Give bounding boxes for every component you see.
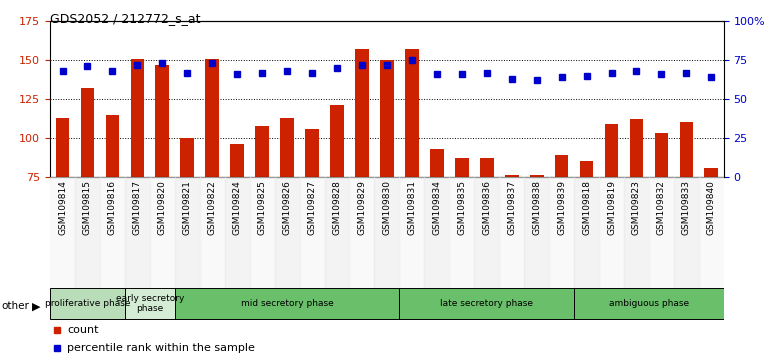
Text: GSM109816: GSM109816 xyxy=(108,180,117,235)
Text: GSM109840: GSM109840 xyxy=(707,180,716,235)
Bar xyxy=(256,126,269,177)
Bar xyxy=(206,59,219,177)
Text: GSM109839: GSM109839 xyxy=(557,180,566,235)
Bar xyxy=(55,118,69,177)
Bar xyxy=(131,59,144,177)
Text: GSM109829: GSM109829 xyxy=(357,180,367,235)
Bar xyxy=(530,176,544,177)
Text: late secretory phase: late secretory phase xyxy=(440,299,534,308)
Bar xyxy=(324,177,350,289)
Text: GSM109828: GSM109828 xyxy=(333,180,342,235)
Bar xyxy=(249,177,275,289)
Bar xyxy=(374,177,400,289)
Bar xyxy=(280,118,294,177)
Bar xyxy=(630,119,643,177)
Bar xyxy=(654,133,668,177)
Bar xyxy=(50,289,125,319)
Text: GSM109821: GSM109821 xyxy=(182,180,192,235)
Bar xyxy=(599,177,624,289)
Bar xyxy=(305,129,319,177)
Text: GSM109836: GSM109836 xyxy=(482,180,491,235)
Text: GSM109838: GSM109838 xyxy=(532,180,541,235)
Text: GSM109830: GSM109830 xyxy=(383,180,391,235)
Text: GSM109826: GSM109826 xyxy=(283,180,292,235)
Bar xyxy=(405,49,419,177)
Text: GSM109818: GSM109818 xyxy=(582,180,591,235)
Bar xyxy=(81,88,95,177)
Text: GSM109815: GSM109815 xyxy=(83,180,92,235)
Bar xyxy=(604,124,618,177)
Bar xyxy=(424,177,450,289)
Bar xyxy=(175,177,199,289)
Text: mid secretory phase: mid secretory phase xyxy=(241,299,333,308)
Text: GSM109837: GSM109837 xyxy=(507,180,516,235)
Text: GSM109827: GSM109827 xyxy=(307,180,316,235)
Bar xyxy=(554,155,568,177)
Bar xyxy=(549,177,574,289)
Bar xyxy=(699,177,724,289)
Bar xyxy=(225,177,249,289)
Text: ▶: ▶ xyxy=(32,301,41,311)
Bar xyxy=(330,105,344,177)
Text: GSM109814: GSM109814 xyxy=(58,180,67,235)
Bar xyxy=(499,177,524,289)
Text: GDS2052 / 212772_s_at: GDS2052 / 212772_s_at xyxy=(50,12,200,25)
Text: GSM109833: GSM109833 xyxy=(682,180,691,235)
Bar xyxy=(674,177,699,289)
Text: proliferative phase: proliferative phase xyxy=(45,299,130,308)
Text: GSM109831: GSM109831 xyxy=(407,180,417,235)
Bar xyxy=(574,177,599,289)
Bar xyxy=(450,177,474,289)
Bar xyxy=(300,177,324,289)
Bar xyxy=(679,122,693,177)
Bar xyxy=(400,177,424,289)
Bar xyxy=(125,177,150,289)
Bar xyxy=(105,115,119,177)
Bar xyxy=(524,177,549,289)
Bar xyxy=(75,177,100,289)
Bar xyxy=(624,177,649,289)
Bar xyxy=(100,177,125,289)
Bar xyxy=(275,177,300,289)
Text: GSM109825: GSM109825 xyxy=(258,180,266,235)
Bar xyxy=(350,177,374,289)
Bar xyxy=(156,65,169,177)
Bar xyxy=(430,149,444,177)
Text: percentile rank within the sample: percentile rank within the sample xyxy=(67,343,255,353)
Bar xyxy=(455,158,469,177)
Bar xyxy=(505,176,518,177)
Bar xyxy=(180,138,194,177)
Bar xyxy=(199,177,225,289)
Text: count: count xyxy=(67,325,99,335)
Text: GSM109817: GSM109817 xyxy=(133,180,142,235)
Bar xyxy=(150,177,175,289)
Bar xyxy=(574,289,724,319)
Text: GSM109834: GSM109834 xyxy=(432,180,441,235)
Text: GSM109824: GSM109824 xyxy=(233,180,242,235)
Text: GSM109819: GSM109819 xyxy=(607,180,616,235)
Text: GSM109820: GSM109820 xyxy=(158,180,167,235)
Text: ambiguous phase: ambiguous phase xyxy=(609,299,689,308)
Bar xyxy=(175,289,400,319)
Bar xyxy=(355,49,369,177)
Bar xyxy=(649,177,674,289)
Bar xyxy=(50,177,75,289)
Bar xyxy=(400,289,574,319)
Bar xyxy=(474,177,499,289)
Bar xyxy=(480,158,494,177)
Text: early secretory
phase: early secretory phase xyxy=(116,294,184,313)
Bar xyxy=(230,144,244,177)
Bar xyxy=(705,168,718,177)
Text: GSM109822: GSM109822 xyxy=(208,180,216,235)
Text: GSM109835: GSM109835 xyxy=(457,180,467,235)
Bar xyxy=(125,289,175,319)
Bar xyxy=(380,60,393,177)
Text: GSM109832: GSM109832 xyxy=(657,180,666,235)
Text: GSM109823: GSM109823 xyxy=(632,180,641,235)
Bar xyxy=(580,161,594,177)
Text: other: other xyxy=(2,301,29,311)
